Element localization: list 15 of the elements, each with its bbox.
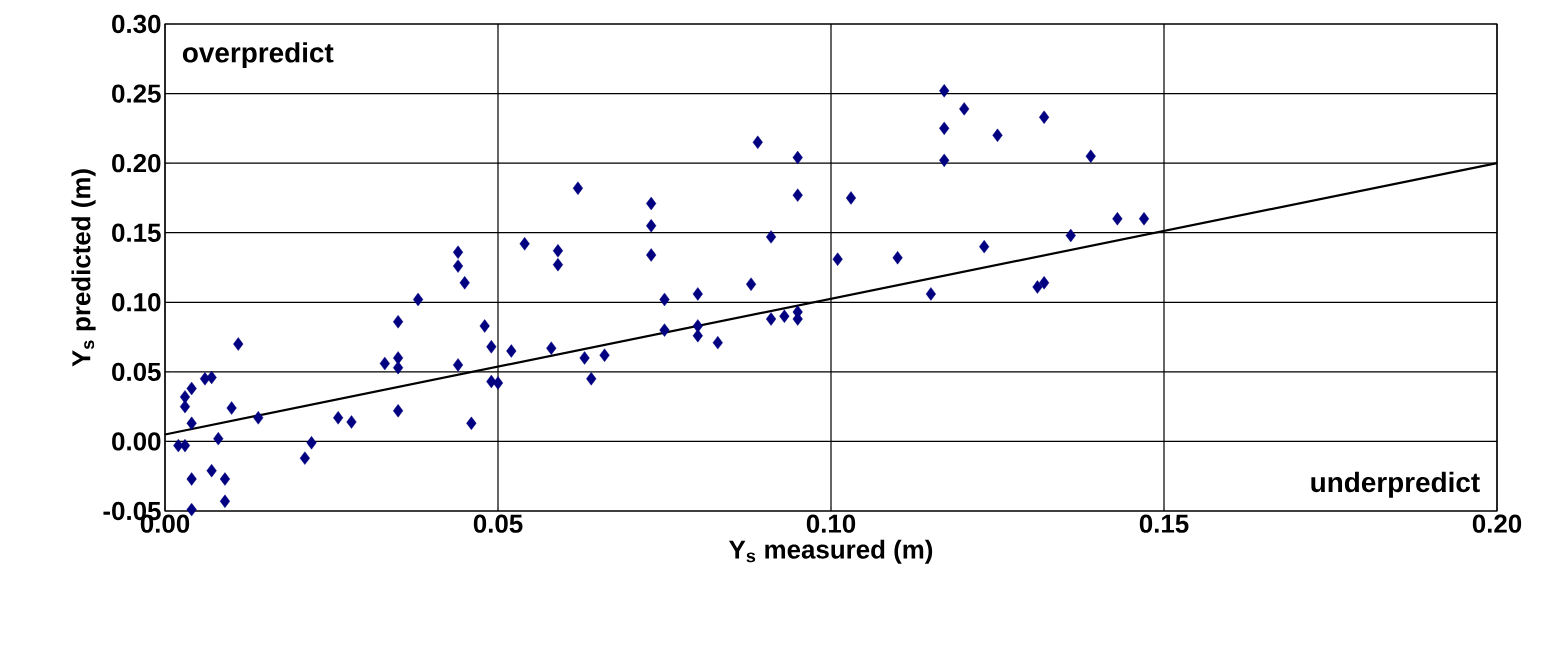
y-tick-label: 0.15 [112, 223, 161, 242]
y-tick-label: 0.30 [112, 14, 161, 34]
y-tick-label: 0.05 [112, 362, 161, 382]
x-tick-label: 0.20 [1472, 514, 1522, 533]
x-axis-title: Y$_{s}$ measured (m) [728, 539, 933, 564]
y-axis-title: Y$_{s}$ predicted (m) [71, 169, 96, 367]
annotation: underpredict [1311, 471, 1480, 498]
annotation: overpredict [182, 42, 334, 69]
x-tick-label: 0.10 [806, 514, 856, 533]
y-tick-label: 0.10 [112, 293, 161, 312]
y-tick-label: 0.00 [112, 432, 161, 451]
x-tick-label: 0.05 [473, 514, 523, 533]
x-tick-label: 0.15 [1139, 514, 1189, 533]
y-tick-label: 0.25 [112, 84, 161, 103]
y-tick-label: 0.20 [112, 153, 161, 173]
